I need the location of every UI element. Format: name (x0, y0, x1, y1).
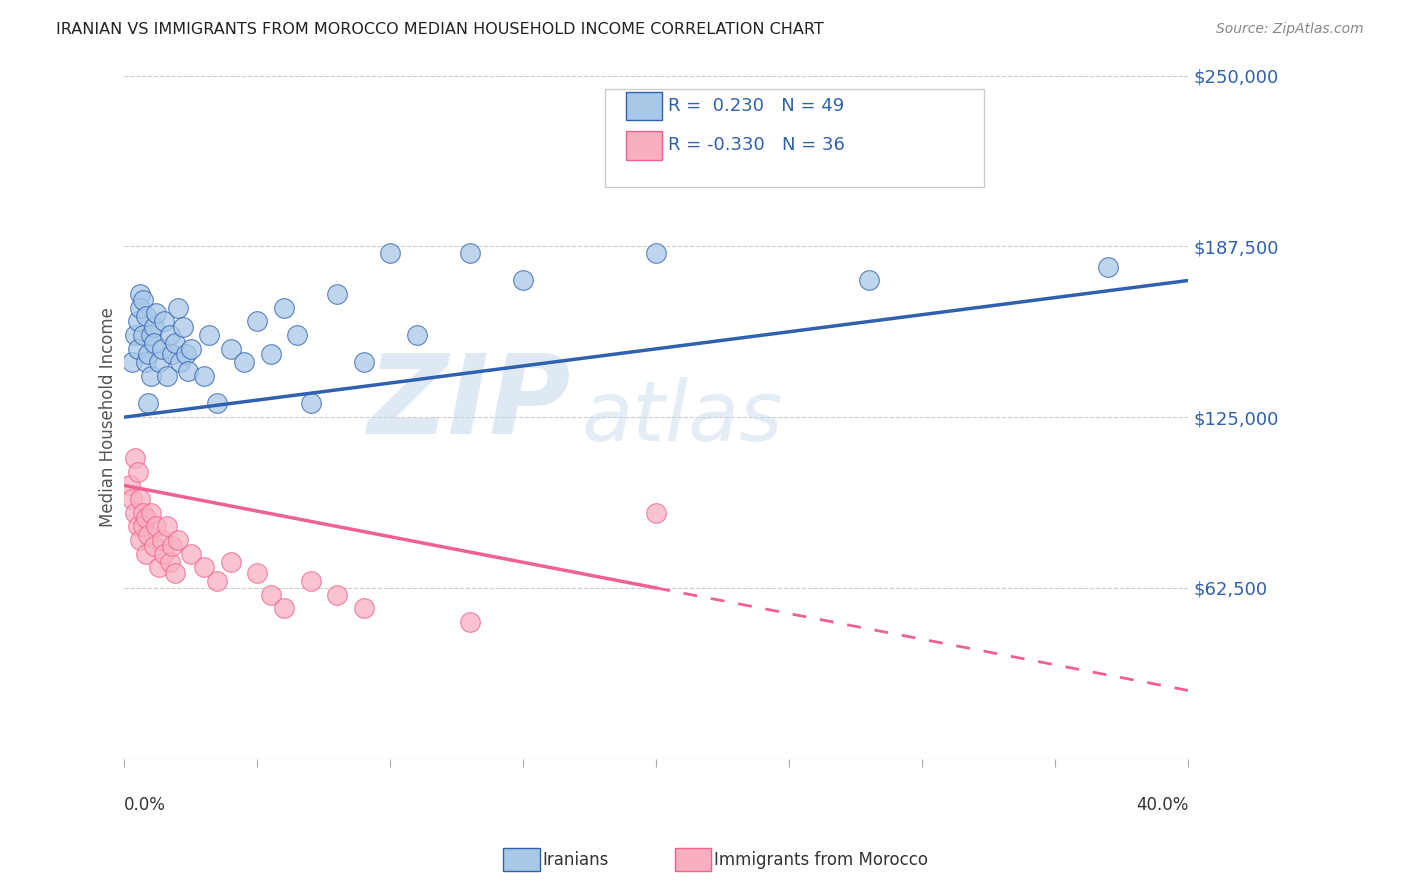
Point (353, 601, 375, 615)
Point (136, 347, 159, 361)
Point (353, 355, 375, 369)
Point (259, 588, 281, 602)
Point (219, 555, 242, 569)
Point (207, 396, 229, 410)
Point (127, 465, 149, 479)
Point (135, 511, 157, 525)
Point (129, 301, 152, 315)
Point (142, 336, 165, 351)
Point (150, 533, 173, 548)
Point (512, 273, 534, 287)
Point (406, 328, 429, 343)
Point (153, 314, 176, 328)
Point (198, 328, 221, 343)
Point (645, 246, 668, 260)
Text: Source: ZipAtlas.com: Source: ZipAtlas.com (1216, 22, 1364, 37)
Point (169, 355, 191, 369)
Point (159, 328, 181, 343)
Point (299, 396, 322, 410)
Point (129, 533, 152, 548)
Point (124, 506, 146, 520)
Point (180, 547, 202, 561)
Point (121, 492, 143, 507)
Point (142, 320, 165, 334)
Text: 0.0%: 0.0% (124, 797, 166, 814)
Point (129, 287, 152, 301)
Point (156, 369, 179, 384)
Point (139, 328, 162, 343)
Point (136, 527, 159, 541)
Point (150, 342, 173, 356)
Point (132, 293, 155, 307)
Text: R =  0.230   N = 49: R = 0.230 N = 49 (668, 97, 844, 115)
Point (174, 347, 197, 361)
Point (166, 533, 188, 548)
Point (380, 246, 402, 260)
Text: Iranians: Iranians (543, 851, 609, 869)
Point (273, 601, 295, 615)
Point (148, 355, 170, 369)
Point (172, 320, 194, 334)
Point (246, 314, 269, 328)
Point (193, 369, 215, 384)
Text: ZIP: ZIP (367, 350, 571, 457)
Point (118, 478, 141, 492)
Point (160, 539, 183, 553)
Point (139, 369, 162, 384)
Text: atlas: atlas (582, 376, 783, 458)
Point (180, 342, 202, 356)
Point (299, 574, 322, 588)
Text: 40.0%: 40.0% (1136, 797, 1188, 814)
Point (135, 355, 157, 369)
Point (121, 355, 143, 369)
Point (124, 328, 146, 343)
Point (145, 306, 167, 320)
Point (285, 328, 308, 343)
Point (207, 574, 229, 588)
Point (273, 301, 295, 315)
Y-axis label: Median Household Income: Median Household Income (100, 307, 117, 527)
Point (1097, 260, 1119, 274)
Point (259, 347, 281, 361)
Point (177, 364, 200, 378)
Point (127, 314, 149, 328)
Point (129, 492, 152, 507)
Point (127, 342, 149, 356)
Point (132, 328, 155, 343)
Point (458, 615, 481, 629)
Point (246, 566, 269, 580)
Text: Immigrants from Morocco: Immigrants from Morocco (714, 851, 928, 869)
Point (136, 396, 159, 410)
Point (326, 588, 349, 602)
Point (148, 560, 170, 574)
Point (163, 566, 186, 580)
Point (135, 309, 157, 323)
Text: IRANIAN VS IMMIGRANTS FROM MOROCCO MEDIAN HOUSEHOLD INCOME CORRELATION CHART: IRANIAN VS IMMIGRANTS FROM MOROCCO MEDIA… (56, 22, 824, 37)
Point (193, 560, 215, 574)
Point (153, 547, 176, 561)
Point (458, 246, 481, 260)
Point (142, 539, 165, 553)
Point (219, 342, 242, 356)
Point (166, 301, 188, 315)
Point (132, 506, 155, 520)
Point (132, 519, 155, 533)
Point (233, 355, 256, 369)
Point (145, 519, 167, 533)
Point (124, 451, 146, 466)
Point (326, 287, 349, 301)
Point (139, 506, 162, 520)
Point (160, 347, 183, 361)
Point (135, 547, 157, 561)
Point (858, 273, 880, 287)
Point (163, 336, 186, 351)
Point (156, 519, 179, 533)
Point (159, 555, 181, 569)
Point (645, 506, 668, 520)
Point (127, 519, 149, 533)
Text: R = -0.330   N = 36: R = -0.330 N = 36 (668, 136, 845, 154)
